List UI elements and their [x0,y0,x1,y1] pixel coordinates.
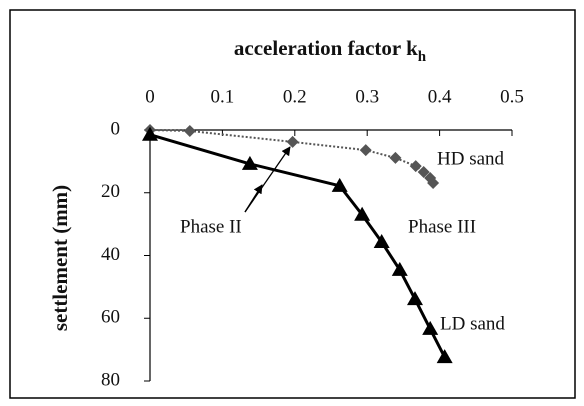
point [286,135,299,148]
x-axis-title-subscript: h [418,49,427,65]
y-tick-label: 40 [101,244,120,265]
annotation: HD sand [437,148,505,169]
point [436,349,453,364]
point [406,291,423,306]
y-tick-label: 0 [111,118,121,139]
point [389,151,402,164]
series-line [149,133,447,358]
point [354,206,371,221]
y-tick-label: 80 [101,369,120,390]
point [183,124,196,137]
x-tick-label: 0.1 [211,86,235,107]
point [427,177,440,190]
x-tick-label: 0.2 [283,86,307,107]
point [409,160,422,173]
point [241,155,258,170]
arrow [244,146,291,213]
annotation: LD sand [440,313,505,334]
x-axis-title: acceleration factor kh [234,36,427,66]
frame [9,9,576,399]
x-axis-title-main: acceleration factor k [234,36,418,60]
annotation: Phase III [408,216,476,237]
y-tick-label: 20 [101,181,120,202]
annotation: Phase II [180,216,242,237]
y-axis-title: settlement (mm) [48,185,72,331]
point [142,126,158,141]
point [373,234,390,249]
y-tick-label: 60 [101,307,120,328]
x-tick-label: 0.3 [355,86,379,107]
point [331,177,348,192]
x-tick-label: 0.5 [500,86,524,107]
point [391,261,408,276]
x-tick-label: 0 [145,86,155,107]
point [359,144,372,157]
point [417,166,430,179]
point [422,320,439,335]
x-tick-label: 0.4 [428,86,452,107]
